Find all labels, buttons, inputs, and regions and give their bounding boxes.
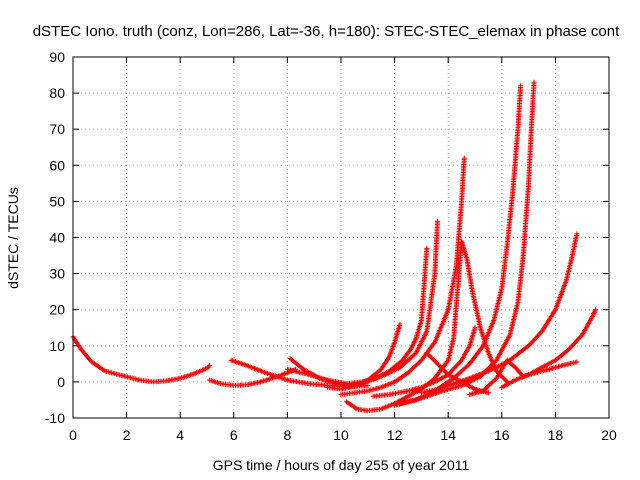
x-tick-label: 8 (284, 427, 292, 443)
data-point (492, 358, 498, 364)
x-tick-label: 0 (69, 427, 77, 443)
y-tick-label: 50 (49, 193, 65, 209)
data-point (397, 321, 403, 327)
data-point (489, 362, 495, 368)
y-tick-label: 60 (49, 157, 65, 173)
x-tick-label: 14 (440, 427, 456, 443)
y-tick-label: 90 (49, 49, 65, 65)
data-point (491, 360, 497, 366)
data-point (503, 378, 509, 384)
x-tick-label: 6 (230, 427, 238, 443)
x-tick-label: 10 (333, 427, 349, 443)
data-point (485, 390, 491, 396)
data-series (284, 218, 440, 387)
data-point (488, 363, 494, 369)
y-tick-label: 80 (49, 85, 65, 101)
x-tick-label: 20 (601, 427, 617, 443)
x-tick-label: 18 (548, 427, 564, 443)
data-point (365, 383, 371, 389)
y-axis-label: dSTEC / TECUs (5, 187, 21, 289)
data-series (70, 334, 213, 385)
data-series (499, 307, 599, 390)
y-tick-label: 30 (49, 266, 65, 282)
x-tick-label: 12 (387, 427, 403, 443)
x-tick-label: 2 (123, 427, 131, 443)
plot-frame (72, 56, 610, 419)
data-series (392, 83, 524, 408)
x-tick-label: 16 (494, 427, 510, 443)
y-tick-label: 40 (49, 230, 65, 246)
data-marks (70, 79, 599, 414)
data-point (574, 359, 580, 365)
chart-title: dSTEC Iono. truth (conz, Lon=286, Lat=-3… (33, 23, 620, 40)
data-point (472, 325, 478, 331)
data-point (490, 361, 496, 367)
data-point (207, 363, 213, 369)
data-point (531, 79, 537, 85)
data-series (467, 357, 580, 398)
data-series (370, 325, 478, 399)
data-series (397, 79, 537, 407)
data-series (343, 238, 510, 414)
x-tick-label: 4 (176, 427, 184, 443)
y-tick-label: 70 (49, 121, 65, 137)
x-axis-label: GPS time / hours of day 255 of year 2011 (213, 457, 470, 473)
data-point (424, 245, 430, 251)
data-series (325, 321, 403, 392)
data-point (574, 231, 580, 237)
y-tick-label: -10 (45, 410, 65, 426)
y-tick-label: 10 (49, 338, 65, 354)
data-point (461, 155, 467, 161)
y-tick-label: 20 (49, 302, 65, 318)
data-point (518, 83, 524, 89)
data-series (338, 155, 467, 398)
y-tick-label: 0 (57, 374, 65, 390)
data-point (593, 307, 599, 313)
data-series (418, 231, 580, 396)
data-point (434, 218, 440, 224)
